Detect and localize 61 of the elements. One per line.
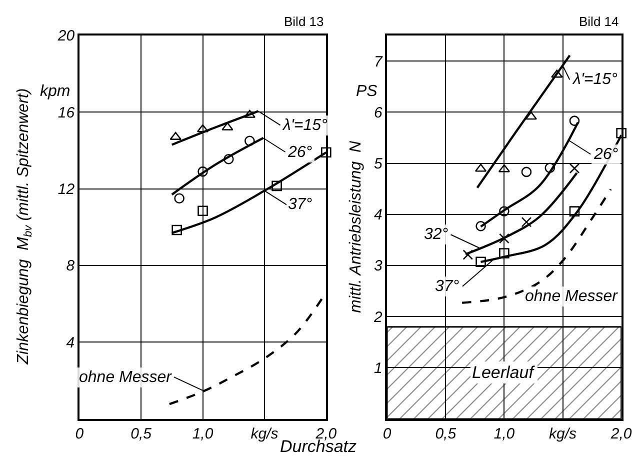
annotation: λ'=15° — [282, 117, 328, 134]
x-tick-label: 0,5 — [435, 426, 457, 443]
x-tick-label: 1,0 — [192, 426, 214, 443]
y-tick-label: 7 — [374, 53, 383, 70]
chart-title: Bild 13 — [284, 14, 324, 29]
annotation: 37° — [288, 196, 313, 213]
point — [321, 147, 332, 158]
y-tick-label: 4 — [66, 334, 75, 352]
annotation: ohne Messer — [525, 288, 618, 305]
annotation: λ'=15° — [572, 71, 618, 88]
chart-title: Bild 14 — [579, 14, 619, 29]
y-tick-label: 6 — [374, 104, 383, 122]
point — [170, 132, 182, 140]
annotation: 26° — [287, 144, 313, 161]
annotation: ohne Messer — [79, 369, 172, 386]
point — [569, 206, 580, 216]
x-tick-label: kg/s — [250, 426, 279, 443]
point — [551, 70, 563, 78]
point — [198, 206, 208, 216]
point — [499, 233, 510, 244]
y-tick-label: 16 — [58, 104, 76, 122]
point — [616, 128, 626, 138]
point — [476, 220, 486, 232]
point — [172, 224, 182, 236]
text: PS — [356, 83, 378, 100]
y-tick-label: 12 — [58, 181, 76, 198]
point — [174, 193, 184, 204]
point — [569, 116, 580, 126]
y-tick-label: 8 — [66, 258, 76, 275]
annotation: 37° — [435, 278, 460, 295]
y-axis-title: mittl. Antriebsleistung N — [348, 140, 365, 313]
y-tick-label: 3 — [374, 258, 383, 275]
y-tick-label: 20 — [56, 28, 76, 45]
annotation: 26° — [593, 146, 619, 163]
x-tick-label: 0 — [75, 426, 84, 443]
x-tick-label: 2,0 — [610, 426, 632, 443]
point — [544, 162, 556, 173]
point — [499, 248, 510, 258]
point — [521, 166, 532, 178]
point — [476, 256, 486, 268]
point — [525, 112, 537, 120]
y-tick-label: 4 — [374, 206, 382, 224]
point — [224, 154, 234, 164]
point — [244, 136, 255, 146]
point — [222, 122, 234, 130]
y-tick-label: 5 — [374, 156, 383, 172]
y-tick-label: 1 — [374, 360, 382, 377]
annotation: 32° — [424, 226, 449, 243]
text: kpm — [40, 83, 70, 100]
point — [521, 216, 532, 228]
point — [462, 250, 474, 260]
x-tick-label: 0,5 — [130, 426, 152, 443]
x-tick-label: 1,0 — [494, 426, 516, 443]
x-tick-label: 0 — [382, 426, 392, 443]
point — [244, 110, 256, 118]
point — [272, 180, 282, 192]
point — [198, 166, 208, 177]
band-label: Leerlauf — [472, 363, 536, 382]
x-tick-label: kg/s — [549, 426, 578, 443]
y-tick-label: 2 — [372, 308, 383, 326]
point — [499, 206, 510, 216]
